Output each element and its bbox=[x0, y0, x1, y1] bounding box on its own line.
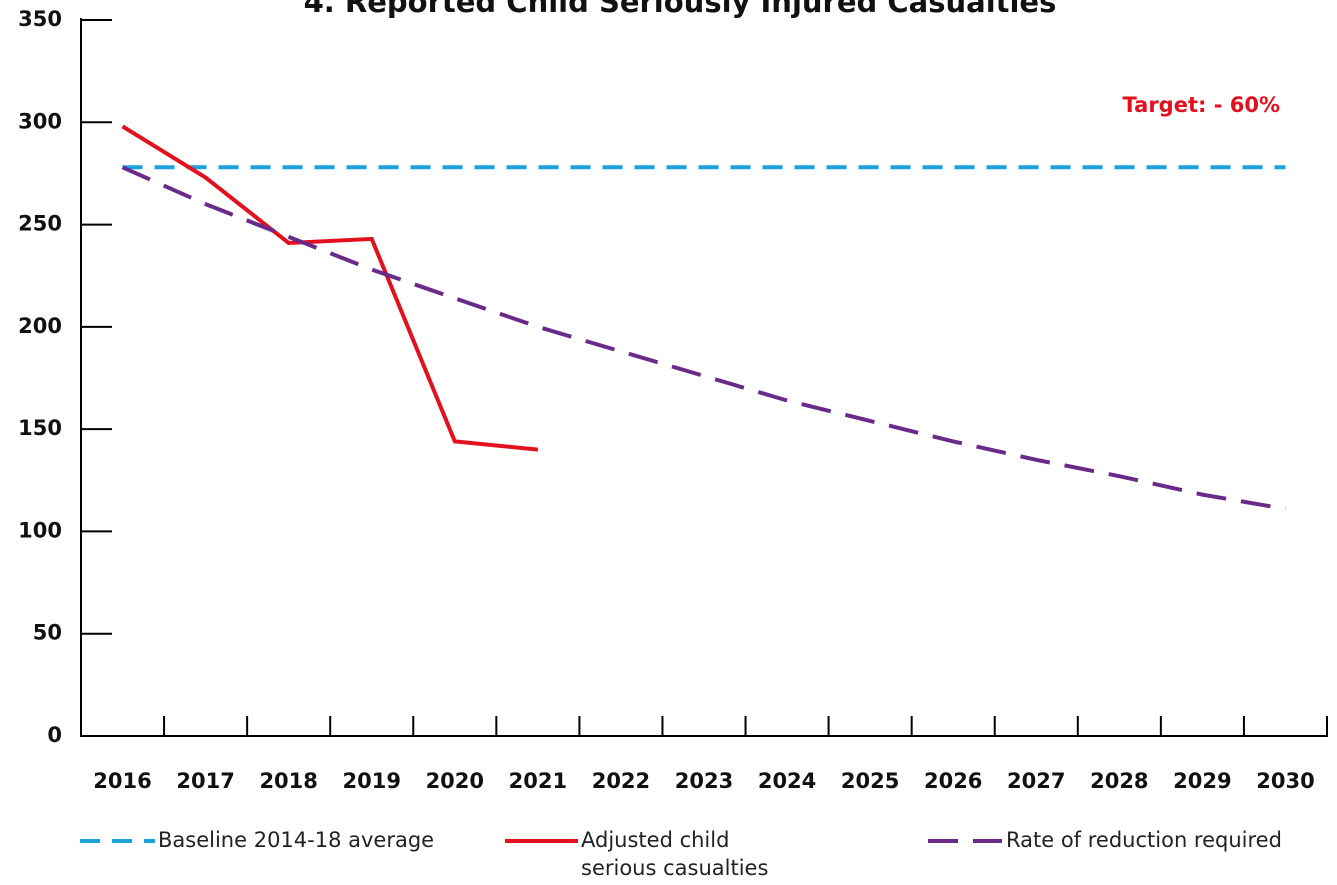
x-tick-label: 2026 bbox=[924, 769, 982, 793]
x-tick-label: 2022 bbox=[592, 769, 650, 793]
y-tick-label: 0 bbox=[47, 723, 62, 747]
y-tick-label: 100 bbox=[18, 518, 62, 542]
y-tick-label: 250 bbox=[18, 212, 62, 236]
x-tick-label: 2028 bbox=[1090, 769, 1148, 793]
series-line bbox=[121, 124, 539, 452]
x-tick-label: 2016 bbox=[93, 769, 151, 793]
y-tick-label: 300 bbox=[18, 109, 62, 133]
x-tick-label: 2030 bbox=[1256, 769, 1314, 793]
chart-title: 4. Reported Child Seriously Injured Casu… bbox=[304, 0, 1057, 19]
x-tick-label: 2017 bbox=[176, 769, 234, 793]
x-tick-label: 2021 bbox=[509, 769, 567, 793]
x-tick-label: 2020 bbox=[426, 769, 484, 793]
legend-label: Adjusted child serious casualties bbox=[581, 828, 769, 880]
x-tick-label: 2027 bbox=[1007, 769, 1065, 793]
y-tick-label: 50 bbox=[33, 621, 62, 645]
annotation: Target: - 60% bbox=[1123, 93, 1280, 117]
x-tick-label: 2023 bbox=[675, 769, 733, 793]
legend-label: Rate of reduction required bbox=[1006, 828, 1282, 852]
x-tick-label: 2024 bbox=[758, 769, 816, 793]
series-line bbox=[121, 165, 1286, 511]
legend-label: Baseline 2014-18 average bbox=[158, 828, 435, 852]
x-tick-label: 2029 bbox=[1173, 769, 1231, 793]
y-tick-label: 350 bbox=[18, 7, 62, 31]
y-tick-label: 150 bbox=[18, 416, 62, 440]
x-tick-label: 2019 bbox=[343, 769, 401, 793]
x-tick-label: 2018 bbox=[259, 769, 317, 793]
y-tick-label: 200 bbox=[18, 314, 62, 338]
x-tick-label: 2025 bbox=[841, 769, 899, 793]
